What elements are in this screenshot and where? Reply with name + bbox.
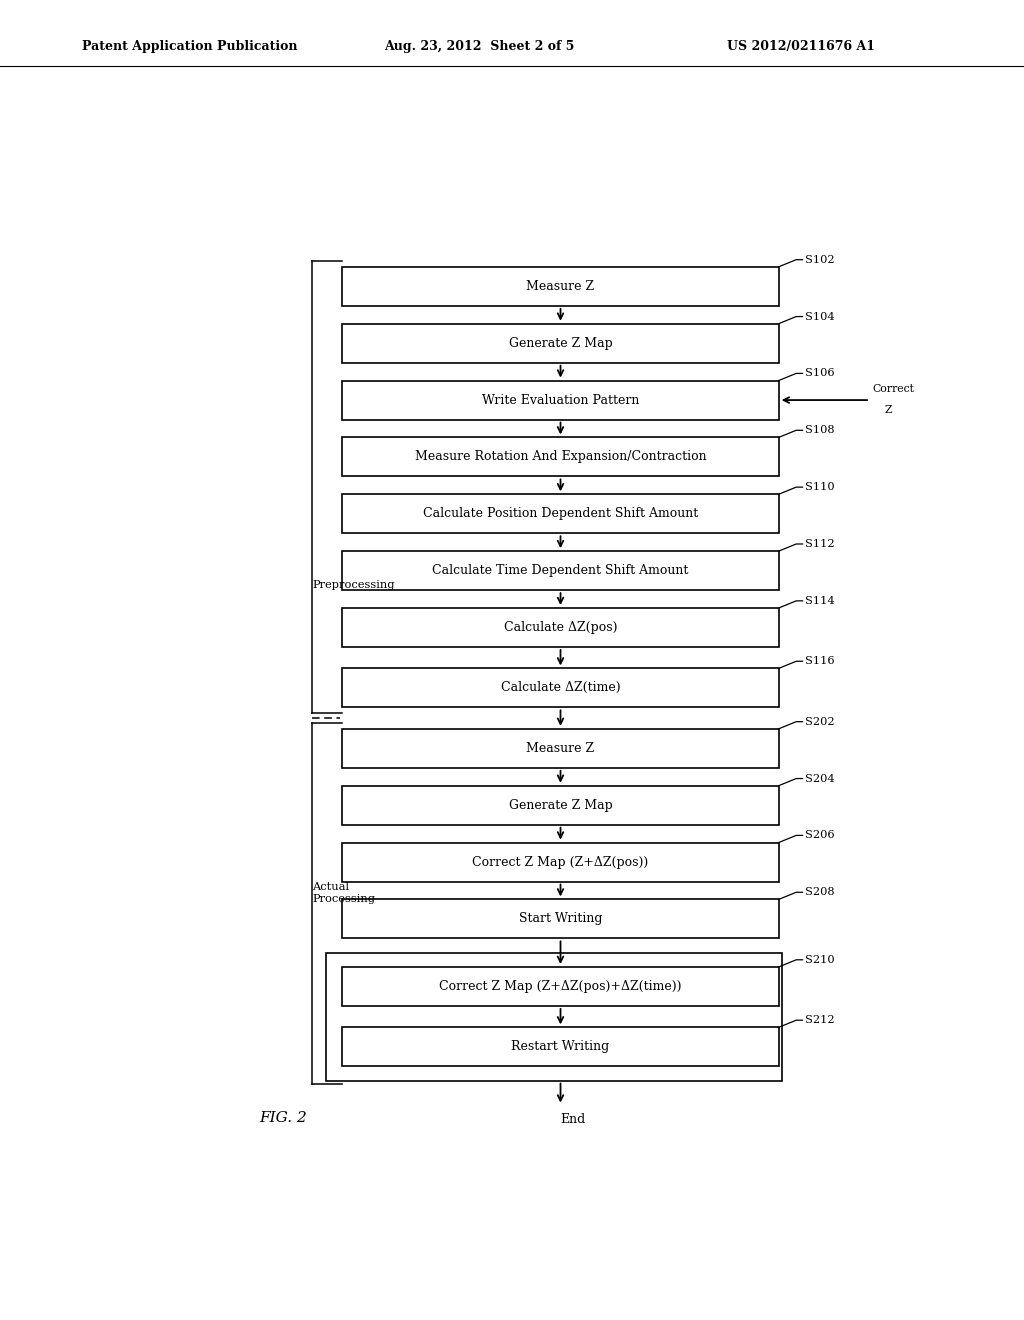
Text: US 2012/0211676 A1: US 2012/0211676 A1 [727,40,876,53]
Bar [342,899,778,939]
Text: S208: S208 [805,887,835,898]
Text: Calculate ΔZ(pos): Calculate ΔZ(pos) [504,620,617,634]
Text: S108: S108 [805,425,835,436]
Text: Aug. 23, 2012  Sheet 2 of 5: Aug. 23, 2012 Sheet 2 of 5 [384,40,574,53]
Bar [342,668,778,708]
Text: End: End [560,1113,585,1126]
Bar [342,1027,778,1067]
Text: Generate Z Map: Generate Z Map [509,799,612,812]
Text: S212: S212 [805,1015,835,1026]
Text: Start Writing: Start Writing [519,912,602,925]
Text: FIG. 2: FIG. 2 [259,1111,306,1125]
Text: Correct Z Map (Z+ΔZ(pos)): Correct Z Map (Z+ΔZ(pos)) [472,855,648,869]
Text: Generate Z Map: Generate Z Map [509,337,612,350]
Text: Correct: Correct [872,384,914,393]
Bar [342,785,778,825]
Text: Correct Z Map (Z+ΔZ(pos)+ΔZ(time)): Correct Z Map (Z+ΔZ(pos)+ΔZ(time)) [439,979,682,993]
Bar [342,729,778,768]
Bar [342,380,778,420]
Bar [327,953,782,1081]
Bar [342,323,778,363]
Text: S202: S202 [805,717,835,727]
Text: Measure Z: Measure Z [526,742,595,755]
Text: Calculate Time Dependent Shift Amount: Calculate Time Dependent Shift Amount [432,564,689,577]
Text: Measure Rotation And Expansion/Contraction: Measure Rotation And Expansion/Contracti… [415,450,707,463]
Bar [342,437,778,477]
Bar [342,842,778,882]
Bar [342,267,778,306]
Bar [342,609,778,647]
Text: Calculate ΔZ(time): Calculate ΔZ(time) [501,681,621,694]
Bar [342,552,778,590]
Text: Calculate Position Dependent Shift Amount: Calculate Position Dependent Shift Amoun… [423,507,698,520]
Text: Actual
Processing: Actual Processing [312,882,375,904]
Text: Preprocessing: Preprocessing [312,581,394,590]
Bar [342,968,778,1006]
Text: S116: S116 [805,656,835,667]
Text: S106: S106 [805,368,835,379]
Text: S112: S112 [805,539,835,549]
Text: S206: S206 [805,830,835,841]
Bar [342,494,778,533]
Text: S114: S114 [805,595,835,606]
Text: S210: S210 [805,954,835,965]
Text: S110: S110 [805,482,835,492]
Text: Patent Application Publication: Patent Application Publication [82,40,297,53]
Text: Z: Z [885,405,892,414]
Text: Write Evaluation Pattern: Write Evaluation Pattern [482,393,639,407]
Text: S204: S204 [805,774,835,784]
Text: S102: S102 [805,255,835,265]
Text: Restart Writing: Restart Writing [511,1040,609,1053]
Text: S104: S104 [805,312,835,322]
Text: Measure Z: Measure Z [526,280,595,293]
